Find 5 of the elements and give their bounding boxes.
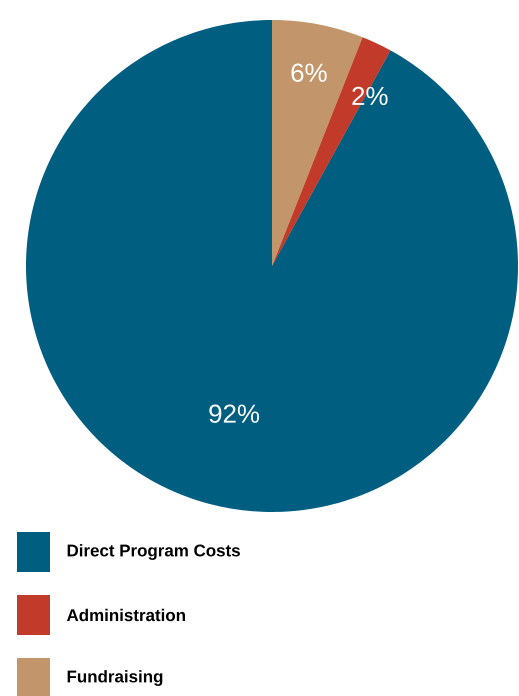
data-label: 6% bbox=[291, 64, 327, 82]
legend-label: Direct Program Costs bbox=[68, 544, 240, 560]
legend-label: Administration bbox=[66, 608, 185, 622]
data-label: 92% bbox=[209, 404, 260, 423]
legend-label: Fundraising bbox=[68, 670, 162, 686]
